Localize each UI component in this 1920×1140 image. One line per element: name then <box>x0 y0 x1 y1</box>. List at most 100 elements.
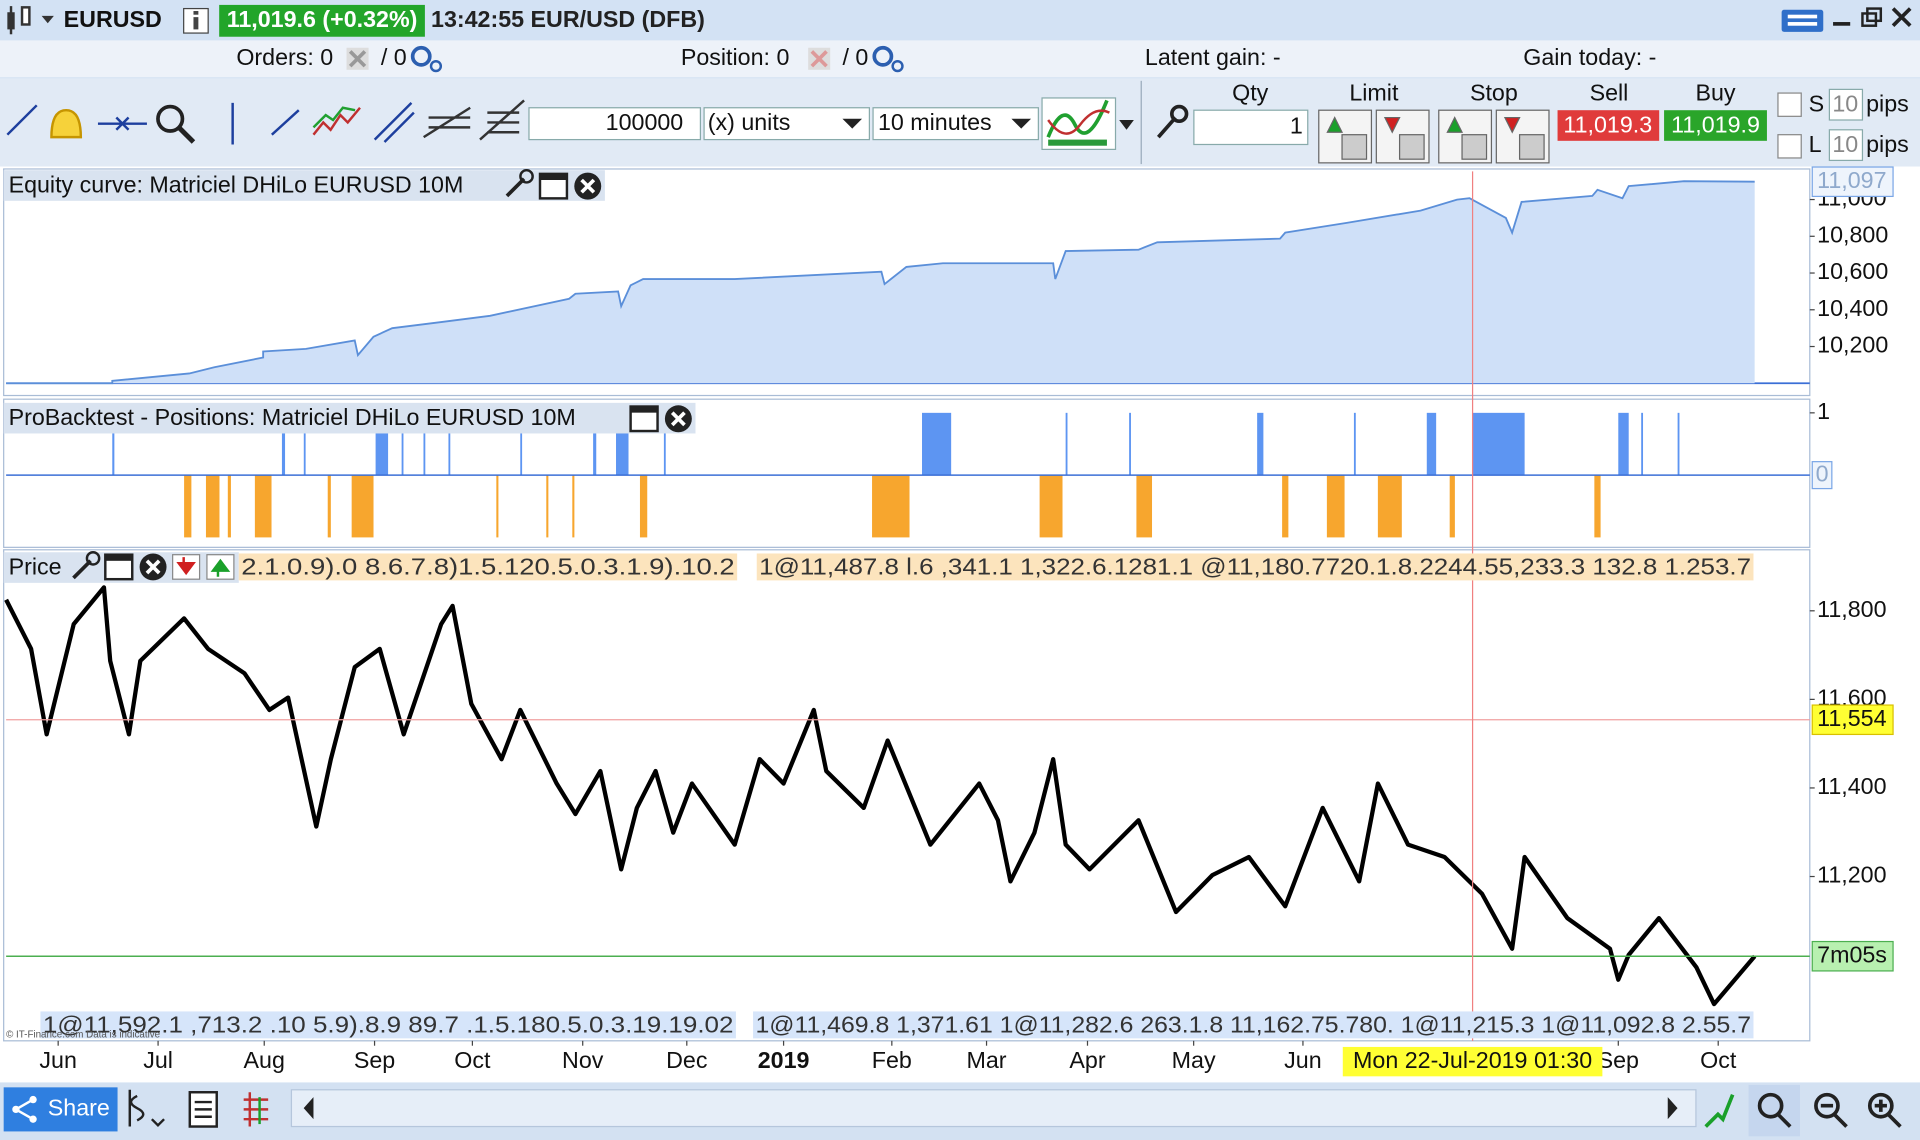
zoom-tools-part[interactable] <box>1704 1094 1735 1128</box>
window-buttons-part[interactable] <box>1781 9 1824 32</box>
footer-tools-part[interactable] <box>188 1091 218 1128</box>
indicators-button-part[interactable] <box>1119 120 1134 130</box>
indicators-button-part[interactable] <box>1048 139 1107 146</box>
l-pips[interactable]: 10 <box>1832 131 1858 157</box>
drawing-tools-part[interactable] <box>156 104 185 133</box>
dropdown-arrow[interactable] <box>842 118 863 129</box>
zoom-tools-part[interactable] <box>1820 1103 1848 1128</box>
checkbox[interactable] <box>1777 134 1802 159</box>
zoom-tools-part[interactable] <box>1776 1112 1792 1128</box>
amount-input[interactable] <box>528 107 702 141</box>
drawing-tools[interactable] <box>6 99 525 145</box>
zoom-tools-part[interactable] <box>1867 1092 1894 1119</box>
panel-buttons-part[interactable] <box>630 406 658 413</box>
info-icon-part[interactable] <box>193 11 199 15</box>
info-icon[interactable] <box>183 7 209 34</box>
order-buttons-part[interactable] <box>1518 134 1545 160</box>
panel-buttons-part[interactable] <box>670 411 686 427</box>
close-position-part[interactable] <box>810 50 828 68</box>
panel-buttons-part[interactable] <box>519 168 534 184</box>
amount[interactable]: 100000 <box>606 109 684 135</box>
footer-tools-part[interactable] <box>150 1118 165 1128</box>
order-buttons[interactable] <box>1318 109 1550 164</box>
info-icon-part[interactable] <box>193 17 199 30</box>
buy-button[interactable] <box>1664 110 1767 141</box>
drawing-tools-part[interactable] <box>177 125 196 144</box>
sell-button[interactable] <box>1557 110 1660 141</box>
indicators-button-part[interactable] <box>1047 109 1110 135</box>
order-buttons-part[interactable] <box>1461 134 1488 160</box>
position-settings[interactable] <box>872 45 904 73</box>
drawing-tools-part[interactable] <box>373 101 415 143</box>
footer-tools[interactable] <box>128 1089 269 1128</box>
panel-buttons-part[interactable] <box>505 177 526 198</box>
cancel-orders-part[interactable] <box>348 50 367 68</box>
zoom-tools[interactable] <box>1704 1084 1902 1137</box>
window-buttons-part[interactable] <box>1891 7 1912 28</box>
timeframe[interactable]: 10 minutes <box>878 109 992 135</box>
order-buttons-part[interactable] <box>1341 134 1368 160</box>
window-buttons[interactable] <box>1781 7 1912 32</box>
panel-buttons-part[interactable] <box>540 173 567 180</box>
cancel-orders[interactable] <box>346 47 369 70</box>
close-position[interactable] <box>808 47 831 70</box>
panel-buttons-part[interactable] <box>145 559 161 575</box>
chart-type-icon-part[interactable] <box>20 6 31 26</box>
panel-buttons-part[interactable] <box>210 558 231 577</box>
window-buttons-part[interactable] <box>1787 22 1818 26</box>
indicators-button[interactable] <box>1041 97 1134 150</box>
zoom-tools-part[interactable] <box>1757 1092 1784 1119</box>
footer-tools-part[interactable] <box>194 1100 212 1118</box>
share-label[interactable]: Share <box>48 1095 110 1121</box>
l-pips-input[interactable] <box>1828 129 1864 162</box>
order-buttons-part[interactable] <box>1326 116 1344 133</box>
drawing-tools-part[interactable] <box>312 106 356 129</box>
drawing-tools-part[interactable] <box>312 106 361 136</box>
order-buttons-part[interactable] <box>1398 134 1425 160</box>
scroll-right[interactable] <box>1667 1097 1678 1120</box>
s-pips[interactable]: 10 <box>1832 90 1858 116</box>
ticket-settings[interactable] <box>1156 104 1189 139</box>
panel-buttons[interactable] <box>72 551 235 581</box>
drawing-tools-part[interactable] <box>50 108 83 139</box>
timeframe-dropdown[interactable] <box>872 107 1039 141</box>
drawing-tools-part[interactable] <box>6 104 38 136</box>
position-settings-part[interactable] <box>872 45 894 67</box>
scroll-left[interactable] <box>303 1097 314 1120</box>
indicators-button-part[interactable] <box>1046 99 1109 138</box>
orders-settings-part[interactable] <box>410 45 432 67</box>
order-buttons-part[interactable] <box>1383 116 1401 134</box>
units[interactable]: (x) units <box>708 109 791 135</box>
chart-type-icon-part[interactable] <box>41 15 54 24</box>
qty-input[interactable] <box>1193 109 1309 146</box>
zoom-tools-part[interactable] <box>1748 1084 1800 1137</box>
orders-settings-part[interactable] <box>429 60 443 73</box>
window-buttons-part[interactable] <box>1787 14 1818 19</box>
orders-settings[interactable] <box>410 45 443 73</box>
zoom-tools-part[interactable] <box>1814 1092 1840 1119</box>
drawing-tools-part[interactable] <box>423 106 471 139</box>
checkbox[interactable] <box>1777 92 1802 117</box>
window-buttons-part[interactable] <box>1833 22 1851 26</box>
sell-price[interactable]: 11,019.3 <box>1563 111 1652 137</box>
scrollbar[interactable] <box>290 1089 1697 1128</box>
panel-buttons-part[interactable] <box>580 178 596 194</box>
panel-buttons-part[interactable] <box>176 557 196 576</box>
footer-tools-part[interactable] <box>243 1092 269 1127</box>
footer-tools-part[interactable] <box>128 1089 145 1127</box>
buy-price[interactable]: 11,019.9 <box>1671 111 1760 137</box>
ticket-settings-part[interactable] <box>1156 116 1177 139</box>
share-icon[interactable] <box>12 1095 37 1123</box>
order-buttons-part[interactable] <box>1503 116 1521 134</box>
panel-buttons-part[interactable] <box>72 559 92 580</box>
panel-buttons-part[interactable] <box>85 551 101 566</box>
panel-buttons[interactable] <box>629 405 692 433</box>
position-settings-part[interactable] <box>891 60 904 73</box>
panel-buttons[interactable] <box>505 168 602 200</box>
units-dropdown[interactable] <box>703 107 871 141</box>
zoom-tools-part[interactable] <box>1874 1099 1902 1128</box>
window-buttons-part[interactable] <box>1866 7 1883 23</box>
symbol[interactable]: EURUSD <box>64 6 162 32</box>
drawing-tools-part[interactable] <box>479 99 525 141</box>
chart-type-icon[interactable] <box>7 6 54 35</box>
